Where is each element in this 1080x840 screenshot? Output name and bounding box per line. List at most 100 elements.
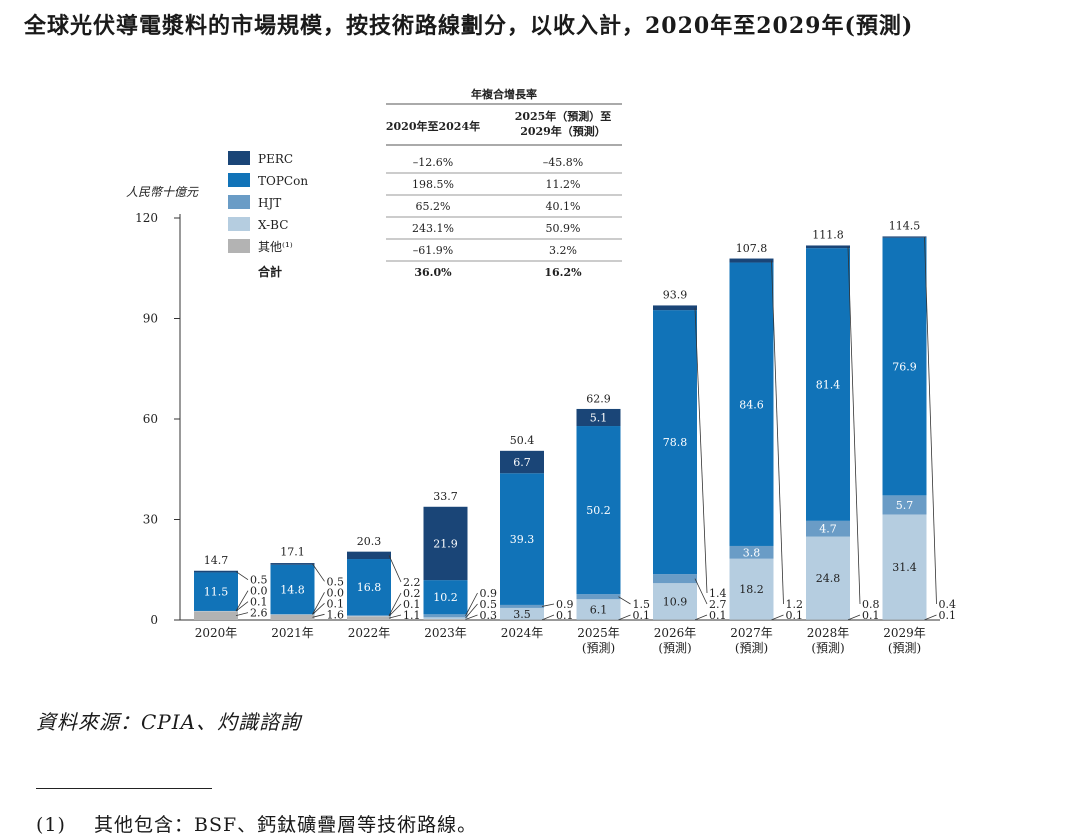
cagr-row-label: 合計 bbox=[258, 264, 282, 279]
data-label: 10.2 bbox=[433, 591, 458, 604]
x-tick-label: 2027年 bbox=[730, 626, 773, 640]
bar-segment-xbc bbox=[806, 536, 850, 620]
cagr-value: 16.2% bbox=[544, 266, 582, 279]
data-label-callout: 0.1 bbox=[862, 609, 880, 622]
data-label-callout: 1.1 bbox=[403, 609, 421, 622]
leader-line bbox=[694, 578, 708, 605]
leader-line bbox=[235, 612, 249, 617]
cagr-value: –61.9% bbox=[413, 244, 453, 257]
bar-segment- bbox=[347, 616, 391, 620]
data-label-callout: 0.1 bbox=[250, 596, 268, 609]
bar-segment-hjt bbox=[423, 614, 468, 618]
data-label: 16.8 bbox=[357, 581, 382, 594]
leader-line bbox=[312, 603, 325, 615]
bar-segment-topcon bbox=[653, 310, 697, 575]
leader-line bbox=[847, 246, 861, 605]
legend-swatch bbox=[228, 151, 250, 165]
data-label-callout: 0.9 bbox=[556, 598, 574, 611]
bar-segment-perc bbox=[270, 563, 315, 565]
data-label-callout: 0.1 bbox=[556, 609, 574, 622]
legend-swatch bbox=[228, 173, 250, 187]
data-label: 5.1 bbox=[590, 411, 608, 424]
legend-swatch bbox=[228, 217, 250, 231]
total-label: 20.3 bbox=[357, 535, 382, 548]
y-tick-label: 0 bbox=[150, 613, 158, 627]
bar-segment-perc bbox=[729, 258, 774, 263]
data-label: 4.7 bbox=[819, 523, 837, 536]
leader-line bbox=[618, 596, 631, 605]
x-tick-label: 2024年 bbox=[501, 626, 544, 640]
y-axis-label: 人民幣十億元 bbox=[126, 185, 199, 199]
bar-segment-hjt bbox=[806, 520, 850, 537]
cagr-value: 11.2% bbox=[546, 178, 581, 191]
data-label-callout: 1.5 bbox=[633, 598, 651, 611]
bar-segment-hjt bbox=[576, 594, 621, 600]
leader-line bbox=[312, 592, 325, 615]
bar-segment-hjt bbox=[653, 574, 697, 584]
bar-segment-perc bbox=[806, 245, 850, 249]
leader-line bbox=[388, 592, 402, 616]
data-label-callout: 0.5 bbox=[327, 575, 345, 588]
data-label: 10.9 bbox=[663, 595, 688, 608]
bar-segment-topcon bbox=[423, 580, 468, 615]
bar-segment-hjt bbox=[500, 604, 544, 608]
leader-line bbox=[235, 590, 249, 612]
data-label: 3.8 bbox=[743, 546, 761, 559]
footnote-text: 其他包含：BSF、鈣鈦礦疊層等技術路線。 bbox=[94, 814, 478, 836]
data-label: 21.9 bbox=[433, 537, 458, 550]
bar-segment-perc bbox=[423, 506, 468, 581]
y-tick-label: 60 bbox=[143, 412, 158, 426]
cagr-col-header: 2020年至2024年 bbox=[386, 119, 480, 133]
x-tick-label: 2023年 bbox=[424, 626, 467, 640]
data-label: 50.2 bbox=[586, 504, 611, 517]
leader-line bbox=[694, 614, 708, 621]
source-note: 資料來源：CPIA、灼識諮詢 bbox=[36, 710, 302, 734]
x-tick-label: 2025年 bbox=[577, 626, 620, 640]
leader-line bbox=[924, 237, 937, 605]
footnote: (1) 其他包含：BSF、鈣鈦礦疊層等技術路線。 bbox=[36, 810, 477, 837]
data-label: 5.7 bbox=[896, 499, 914, 512]
data-label: 24.8 bbox=[816, 572, 841, 585]
data-label-callout: 0.0 bbox=[327, 586, 345, 599]
cagr-value: 198.5% bbox=[412, 178, 454, 191]
cagr-value: –45.8% bbox=[543, 156, 583, 169]
bar-segment-xbc bbox=[653, 583, 697, 620]
bar-segment-topcon bbox=[576, 426, 621, 595]
data-label: 3.5 bbox=[513, 608, 531, 621]
bar-segment-topcon bbox=[500, 473, 544, 605]
leader-line bbox=[312, 613, 325, 618]
leader-line bbox=[312, 563, 325, 582]
bar-segment-topcon bbox=[194, 572, 238, 611]
bar-segment-topcon bbox=[270, 564, 315, 615]
x-tick-note: (預測) bbox=[658, 641, 691, 655]
total-label: 114.5 bbox=[889, 219, 921, 232]
cagr-value: –12.6% bbox=[413, 156, 453, 169]
cagr-value: 65.2% bbox=[416, 200, 451, 213]
leader-line bbox=[541, 603, 555, 607]
cagr-value: 3.2% bbox=[549, 244, 577, 257]
bar-segment-xbc bbox=[882, 514, 927, 620]
data-label-callout: 1.4 bbox=[709, 587, 727, 600]
leader-line bbox=[388, 603, 402, 617]
data-label-callout: 0.1 bbox=[327, 597, 345, 610]
cagr-value: 243.1% bbox=[412, 222, 454, 235]
leader-line bbox=[771, 260, 784, 605]
bar-segment-perc bbox=[653, 305, 697, 311]
x-tick-note: (預測) bbox=[735, 641, 768, 655]
data-label-callout: 0.1 bbox=[939, 609, 957, 622]
bar-segment- bbox=[270, 614, 315, 620]
cagr-value: 50.9% bbox=[546, 222, 581, 235]
total-label: 111.8 bbox=[812, 228, 844, 241]
bar-segment-xbc bbox=[576, 599, 621, 620]
legend-label: PERC bbox=[258, 152, 293, 166]
total-label: 17.1 bbox=[280, 546, 305, 559]
data-label: 76.9 bbox=[892, 361, 917, 374]
leader-line bbox=[694, 307, 708, 594]
cagr-header: 年複合增長率 bbox=[471, 87, 537, 101]
legend-label: X-BC bbox=[258, 218, 288, 232]
footnote-divider bbox=[36, 788, 212, 789]
y-tick-label: 120 bbox=[135, 211, 158, 225]
data-label: 31.4 bbox=[892, 561, 917, 574]
data-label-callout: 0.1 bbox=[403, 598, 421, 611]
leader-line bbox=[541, 614, 555, 621]
